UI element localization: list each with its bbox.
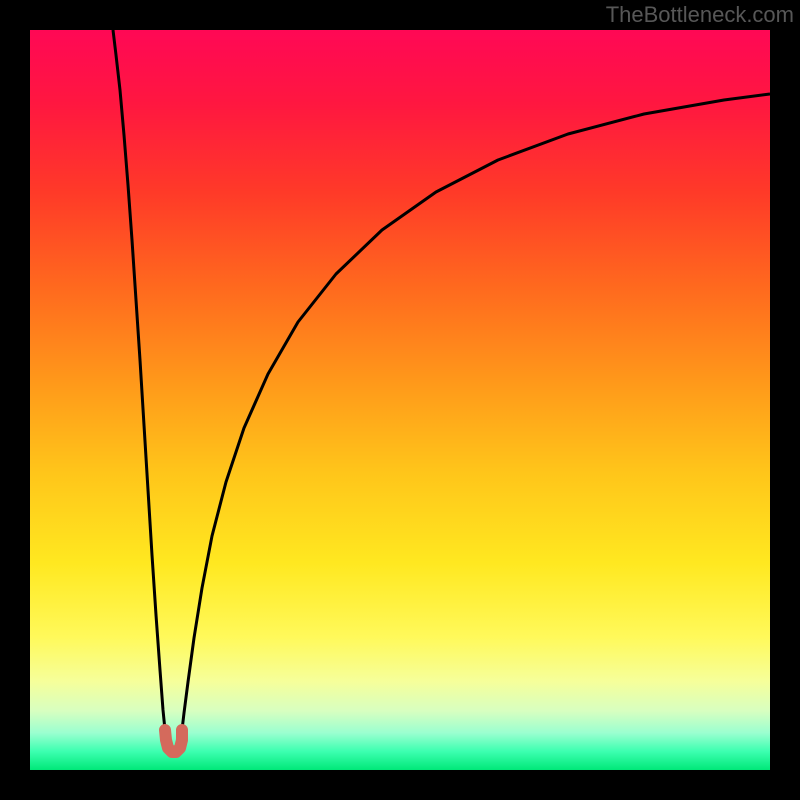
chart-frame: TheBottleneck.com bbox=[0, 0, 800, 800]
watermark-text: TheBottleneck.com bbox=[606, 2, 794, 28]
plot-area bbox=[30, 30, 770, 770]
chart-svg bbox=[30, 30, 770, 770]
